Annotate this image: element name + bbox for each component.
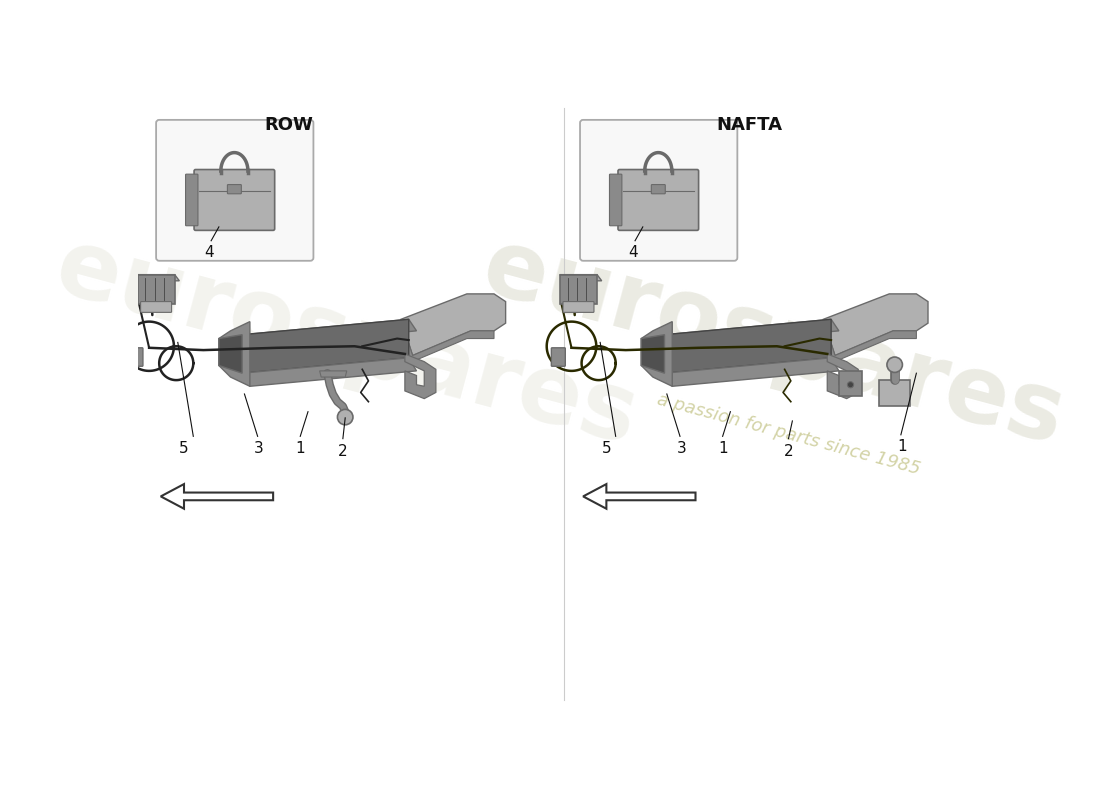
Polygon shape	[827, 354, 858, 398]
Text: eurospares: eurospares	[473, 221, 1074, 464]
FancyBboxPatch shape	[551, 348, 565, 366]
Polygon shape	[583, 484, 695, 509]
Circle shape	[887, 357, 902, 373]
Polygon shape	[138, 274, 179, 281]
Polygon shape	[320, 371, 346, 377]
Text: 5: 5	[602, 441, 612, 456]
Polygon shape	[161, 484, 273, 509]
FancyBboxPatch shape	[580, 120, 737, 261]
FancyBboxPatch shape	[186, 174, 198, 226]
Text: NAFTA: NAFTA	[717, 116, 783, 134]
Polygon shape	[664, 319, 839, 346]
FancyBboxPatch shape	[228, 185, 241, 194]
Text: 2: 2	[783, 444, 793, 459]
Polygon shape	[824, 294, 928, 355]
Polygon shape	[664, 319, 832, 373]
Polygon shape	[402, 294, 506, 355]
FancyBboxPatch shape	[156, 120, 314, 261]
Text: 4: 4	[628, 245, 638, 260]
Polygon shape	[560, 274, 602, 281]
Polygon shape	[405, 354, 436, 398]
Text: 3: 3	[676, 441, 686, 456]
Polygon shape	[242, 358, 417, 386]
Text: 4: 4	[204, 245, 213, 260]
Polygon shape	[879, 380, 910, 406]
FancyBboxPatch shape	[651, 185, 666, 194]
Text: 1: 1	[898, 439, 907, 454]
Circle shape	[847, 382, 854, 388]
Polygon shape	[641, 334, 664, 373]
FancyBboxPatch shape	[609, 174, 622, 226]
Polygon shape	[397, 319, 494, 363]
FancyBboxPatch shape	[141, 302, 172, 312]
Text: a passion for parts since 1985: a passion for parts since 1985	[654, 391, 922, 478]
Text: eurospares: eurospares	[46, 221, 647, 464]
FancyBboxPatch shape	[129, 348, 143, 366]
Text: ROW: ROW	[264, 116, 314, 134]
Polygon shape	[641, 322, 672, 386]
FancyBboxPatch shape	[194, 170, 275, 230]
Text: 1: 1	[296, 441, 305, 456]
Polygon shape	[664, 358, 839, 386]
FancyBboxPatch shape	[138, 274, 175, 304]
Polygon shape	[839, 371, 862, 396]
Polygon shape	[242, 319, 409, 373]
Polygon shape	[219, 334, 242, 373]
Polygon shape	[820, 319, 916, 363]
FancyBboxPatch shape	[563, 302, 594, 312]
Polygon shape	[242, 319, 417, 346]
Text: 1: 1	[718, 441, 727, 456]
FancyBboxPatch shape	[618, 170, 698, 230]
FancyBboxPatch shape	[560, 274, 597, 304]
Text: 5: 5	[179, 441, 189, 456]
Polygon shape	[219, 322, 250, 386]
Text: 2: 2	[338, 444, 348, 459]
Circle shape	[338, 410, 353, 425]
Text: 3: 3	[254, 441, 264, 456]
